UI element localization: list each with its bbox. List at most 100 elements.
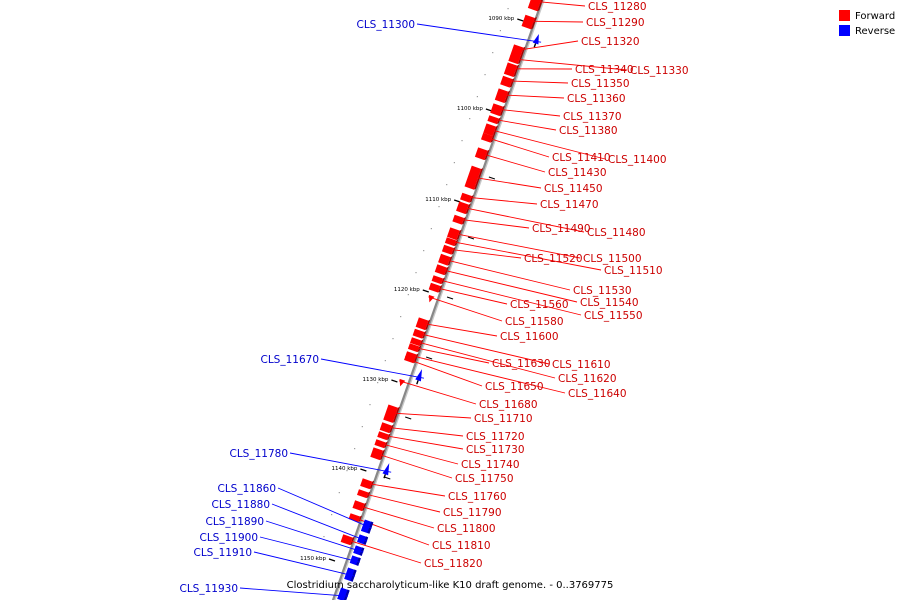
gene-label[interactable]: CLS_11730: [466, 444, 525, 456]
gene-cls-11720[interactable]: CLS_11720: [379, 422, 525, 443]
gene-cls-11730[interactable]: CLS_11730: [377, 431, 525, 456]
gene-cls-11740[interactable]: CLS_11740: [374, 439, 520, 471]
gene-label[interactable]: CLS_11800: [437, 523, 496, 535]
gene-label[interactable]: CLS_11750: [455, 473, 514, 485]
gene-cls-11620[interactable]: CLS_11620: [409, 337, 617, 385]
gene-cls-11350[interactable]: CLS_11350: [500, 75, 630, 90]
gene-label[interactable]: CLS_11280: [588, 1, 647, 13]
gene-cls-11300[interactable]: CLS_11300: [357, 19, 542, 48]
gene-cls-11710[interactable]: CLS_11710: [383, 404, 533, 425]
gene-cls-11320[interactable]: CLS_11320: [510, 36, 640, 60]
gene-label[interactable]: CLS_11930: [180, 583, 239, 595]
gene-cls-11790[interactable]: CLS_11790: [356, 489, 502, 519]
gene-label[interactable]: CLS_11670: [261, 354, 320, 366]
gene-label[interactable]: CLS_11820: [424, 558, 483, 570]
gene-cls-11500[interactable]: CLS_11500: [446, 227, 642, 265]
gene-cls-11820[interactable]: CLS_11820: [340, 534, 483, 570]
gene-label[interactable]: CLS_11600: [500, 331, 559, 343]
gene-label[interactable]: CLS_11890: [206, 516, 265, 528]
gene-label[interactable]: CLS_11480: [587, 227, 646, 239]
gene-label[interactable]: CLS_11290: [586, 17, 645, 29]
gene-label[interactable]: CLS_11550: [584, 310, 643, 322]
gene-label[interactable]: CLS_11910: [194, 547, 253, 559]
gene-label[interactable]: CLS_11340: [575, 64, 634, 76]
gene-label[interactable]: CLS_11640: [568, 388, 627, 400]
gene-cls-11600[interactable]: CLS_11600: [415, 317, 559, 343]
gene-label[interactable]: CLS_11630: [492, 358, 551, 370]
gene-cls-11880[interactable]: CLS_11880: [212, 499, 369, 545]
gene-label[interactable]: CLS_11380: [559, 125, 618, 137]
gene-label[interactable]: CLS_11720: [466, 431, 525, 443]
gene-cls-11630[interactable]: CLS_11630: [407, 343, 551, 370]
gene-cls-11670[interactable]: CLS_11670: [261, 354, 425, 385]
gene-cls-11760[interactable]: CLS_11760: [360, 478, 507, 503]
gene-cls-11910[interactable]: CLS_11910: [194, 547, 357, 582]
gene-label[interactable]: CLS_11330: [630, 65, 689, 77]
gene-label[interactable]: CLS_11450: [544, 183, 603, 195]
gene-cls-11470[interactable]: CLS_11470: [460, 192, 599, 211]
gene-cls-11400[interactable]: CLS_11400: [483, 123, 667, 166]
gene-label[interactable]: CLS_11510: [604, 265, 663, 277]
gene-label[interactable]: CLS_11610: [552, 359, 611, 371]
gene-cls-11900[interactable]: CLS_11900: [200, 532, 361, 566]
gene-cls-11290[interactable]: CLS_11290: [521, 14, 645, 30]
gene-label[interactable]: CLS_11760: [448, 491, 507, 503]
gene-label[interactable]: CLS_11520: [524, 253, 583, 265]
gene-label[interactable]: CLS_11530: [573, 285, 632, 297]
gene-cls-11930[interactable]: CLS_11930: [180, 583, 350, 600]
legend-item-reverse[interactable]: Reverse: [839, 25, 895, 37]
gene-cls-11430[interactable]: CLS_11430: [474, 147, 607, 179]
gene-label[interactable]: CLS_11500: [583, 253, 642, 265]
gene-cls-11560[interactable]: CLS_11560: [428, 282, 569, 311]
gene-label[interactable]: CLS_11880: [212, 499, 271, 511]
gene-label[interactable]: CLS_11560: [510, 299, 569, 311]
gene-label[interactable]: CLS_11470: [540, 199, 599, 211]
gene-cls-11610[interactable]: CLS_11610: [412, 328, 611, 371]
gene-cls-11530[interactable]: CLS_11530: [438, 253, 632, 297]
gene-cls-11800[interactable]: CLS_11800: [352, 500, 496, 535]
gene-label[interactable]: CLS_11490: [532, 223, 591, 235]
gene-label[interactable]: CLS_11810: [432, 540, 491, 552]
gene-cls-11330[interactable]: CLS_11330: [508, 55, 689, 77]
legend-item-forward[interactable]: Forward: [839, 10, 895, 22]
gene-cls-11890[interactable]: CLS_11890: [206, 516, 365, 556]
gene-label[interactable]: CLS_11900: [200, 532, 259, 544]
gene-label[interactable]: CLS_11680: [479, 399, 538, 411]
gene-cls-11450[interactable]: CLS_11450: [464, 165, 603, 195]
gene-cls-11380[interactable]: CLS_11380: [487, 115, 618, 137]
gene-cls-11580[interactable]: CLS_11580: [428, 294, 564, 328]
gene-label[interactable]: CLS_11710: [474, 413, 533, 425]
gene-label[interactable]: CLS_11620: [558, 373, 617, 385]
gene-label[interactable]: CLS_11320: [581, 36, 640, 48]
gene-cls-11490[interactable]: CLS_11490: [452, 214, 591, 235]
gene-cls-11780[interactable]: CLS_11780: [230, 448, 392, 479]
gene-cls-11410[interactable]: CLS_11410: [480, 132, 611, 164]
gene-cls-11640[interactable]: CLS_11640: [405, 351, 627, 400]
gene-cls-11860[interactable]: CLS_11860: [218, 483, 374, 534]
gene-label[interactable]: CLS_11370: [563, 111, 622, 123]
gene-label[interactable]: CLS_11400: [608, 154, 667, 166]
gene-label[interactable]: CLS_11300: [357, 19, 416, 31]
gene-label[interactable]: CLS_11430: [548, 167, 607, 179]
gene-cls-11280[interactable]: CLS_11280: [527, 0, 647, 13]
gene-cls-11520[interactable]: CLS_11520: [441, 244, 583, 265]
gene-label[interactable]: CLS_11740: [461, 459, 520, 471]
gene-cls-11650[interactable]: CLS_11650: [404, 356, 544, 393]
gene-label[interactable]: CLS_11350: [571, 78, 630, 90]
gene-label[interactable]: CLS_11540: [580, 297, 639, 309]
gene-cls-11750[interactable]: CLS_11750: [370, 447, 514, 485]
gene-label[interactable]: CLS_11410: [552, 152, 611, 164]
gene-cls-11360[interactable]: CLS_11360: [494, 88, 626, 105]
gene-cls-11340[interactable]: CLS_11340: [503, 62, 634, 78]
gene-label[interactable]: CLS_11790: [443, 507, 502, 519]
gene-label[interactable]: CLS_11580: [505, 316, 564, 328]
gene-cls-11680[interactable]: CLS_11680: [398, 378, 538, 411]
gene-cls-11510[interactable]: CLS_11510: [444, 237, 663, 277]
gene-label[interactable]: CLS_11360: [567, 93, 626, 105]
gene-label[interactable]: CLS_11780: [230, 448, 289, 460]
gene-cls-11550[interactable]: CLS_11550: [431, 275, 643, 322]
gene-label[interactable]: CLS_11650: [485, 381, 544, 393]
gene-label[interactable]: CLS_11860: [218, 483, 277, 495]
gene-cls-11370[interactable]: CLS_11370: [490, 103, 622, 123]
gene-cls-11480[interactable]: CLS_11480: [456, 201, 646, 239]
